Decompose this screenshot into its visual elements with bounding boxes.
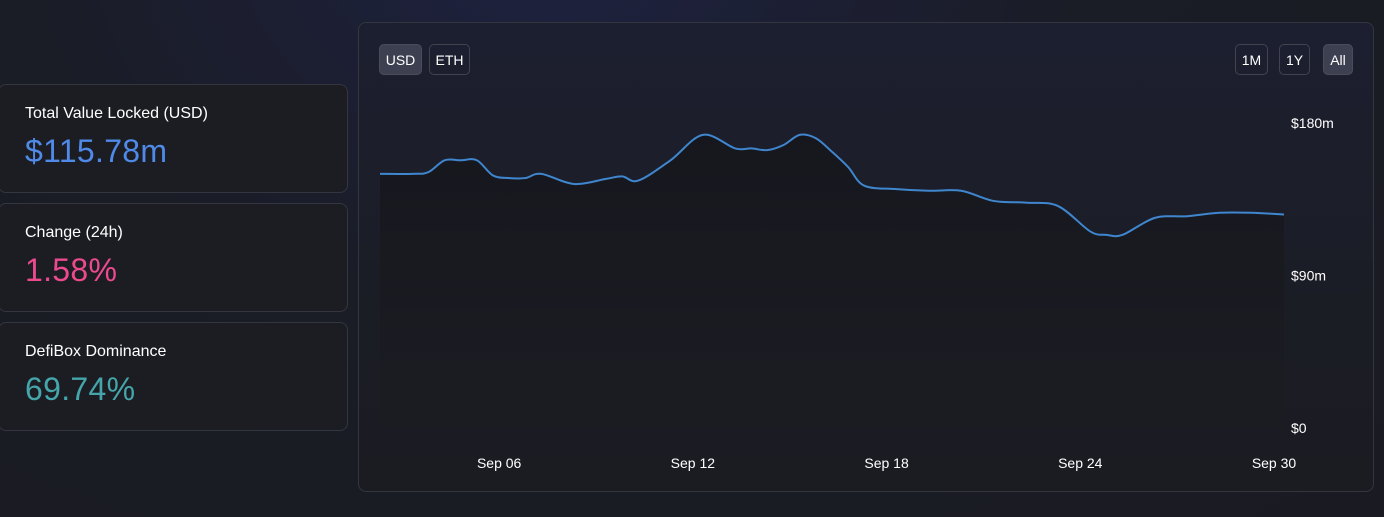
range-all-button[interactable]: All <box>1323 44 1353 75</box>
x-tick-label: Sep 06 <box>477 455 522 471</box>
stat-label: Total Value Locked (USD) <box>25 105 208 122</box>
stat-card-dominance: DefiBox Dominance 69.74% <box>0 322 348 431</box>
range-1m-button[interactable]: 1M <box>1235 44 1268 75</box>
y-tick-label: $0 <box>1291 420 1307 436</box>
range-1y-button[interactable]: 1Y <box>1279 44 1310 75</box>
stat-card-change: Change (24h) 1.58% <box>0 203 348 312</box>
stat-value: 69.74% <box>25 371 136 407</box>
usd-toggle-button[interactable]: USD <box>379 44 422 75</box>
x-tick-label: Sep 24 <box>1058 455 1103 471</box>
tvl-chart: $180m $90m $0 Sep 06 Sep 12 Sep 18 Sep 24 Sep 3… <box>379 115 1334 471</box>
x-tick-label: Sep 12 <box>671 455 716 471</box>
y-tick-label: $90m <box>1291 268 1326 284</box>
chart-panel: $180m $90m $0 Sep 06 Sep 12 Sep 18 Sep 24 Sep 3… <box>358 22 1374 492</box>
x-tick-label: Sep 30 <box>1252 455 1297 471</box>
stat-value: 1.58% <box>25 252 118 288</box>
stat-card-tvl: Total Value Locked (USD) $115.78m <box>0 84 348 193</box>
tvl-line <box>379 133 1285 238</box>
stat-label: Change (24h) <box>25 224 123 241</box>
y-tick-label: $180m <box>1291 115 1334 131</box>
area-fill <box>380 134 1284 429</box>
stat-value: $115.78m <box>25 133 168 169</box>
x-tick-label: Sep 18 <box>864 455 909 471</box>
eth-toggle-button[interactable]: ETH <box>429 44 470 75</box>
stat-label: DefiBox Dominance <box>25 343 167 360</box>
